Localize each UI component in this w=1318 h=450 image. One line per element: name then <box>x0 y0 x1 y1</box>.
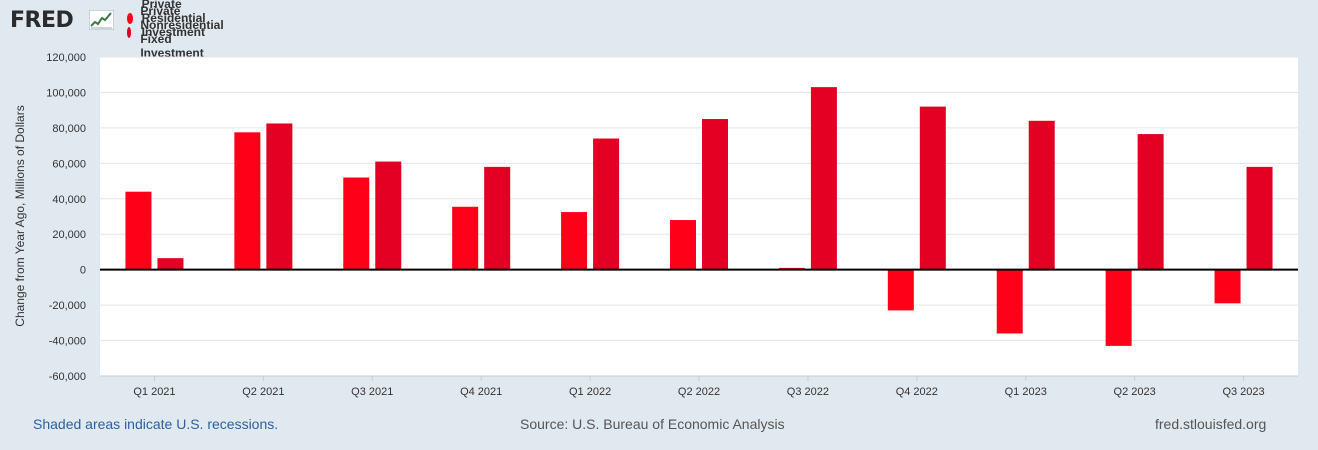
y-tick-label: 80,000 <box>52 123 86 135</box>
y-tick-label: 40,000 <box>52 194 86 206</box>
bar-nonresidential[interactable] <box>266 123 293 270</box>
x-tick-label: Q3 2021 <box>351 386 393 398</box>
y-tick-label: 100,000 <box>46 87 86 99</box>
y-tick-label: 0 <box>80 265 86 277</box>
bar-nonresidential[interactable] <box>1028 120 1055 270</box>
y-tick-label: 60,000 <box>52 158 86 170</box>
legend-label-residential: Private Residential Investment <box>141 0 206 39</box>
trend-line-icon <box>89 10 114 30</box>
legend-item-nonresidential[interactable]: Private Nonresidential Fixed Investment <box>127 4 230 60</box>
bar-nonresidential[interactable] <box>593 138 620 270</box>
y-axis-ticks: -60,000 -40,000 -20,000 0 20,000 40,000 60,000… <box>46 52 86 383</box>
x-tick-label: Q1 2022 <box>569 386 611 398</box>
x-tick-label: Q4 2022 <box>896 386 938 398</box>
legend-dot-nonresidential <box>127 26 132 38</box>
bar-residential[interactable] <box>343 177 370 270</box>
legend-item-residential[interactable]: Private Residential Investment <box>127 0 230 39</box>
y-axis-label: Change from Year Ago, Millions of Dollar… <box>13 105 27 326</box>
y-tick-label: 120,000 <box>46 52 86 64</box>
y-tick-label: -60,000 <box>49 371 86 383</box>
chart-area: -60,000 -40,000 -20,000 0 20,000 40,000 60,000… <box>0 46 1318 406</box>
bar-residential[interactable] <box>561 212 588 270</box>
fred-logo[interactable]: FRED <box>10 8 74 33</box>
x-tick-label: Q1 2021 <box>133 386 175 398</box>
x-axis-ticks: Q1 2021 Q2 2021 Q3 2021 Q4 2021 Q1 2022 Q2 20… <box>133 376 1265 398</box>
y-tick-label: -20,000 <box>49 300 86 312</box>
bar-residential[interactable] <box>670 220 696 270</box>
bar-nonresidential[interactable] <box>810 87 837 270</box>
bar-residential[interactable] <box>1214 269 1241 304</box>
bar-chart[interactable]: -60,000 -40,000 -20,000 0 20,000 40,000 60,000… <box>0 46 1318 406</box>
y-tick-label: 20,000 <box>52 229 86 241</box>
bar-nonresidential[interactable] <box>1137 134 1164 270</box>
bar-residential[interactable] <box>234 132 261 270</box>
plot-background <box>100 57 1298 376</box>
bar-nonresidential[interactable] <box>1246 166 1273 270</box>
recessions-note[interactable]: Shaded areas indicate U.S. recessions. <box>33 416 279 432</box>
bar-residential[interactable] <box>125 191 152 270</box>
bar-residential[interactable] <box>1105 269 1132 346</box>
bar-residential[interactable] <box>452 206 479 270</box>
bar-residential[interactable] <box>996 269 1023 334</box>
x-tick-label: Q1 2023 <box>1005 386 1047 398</box>
bar-residential[interactable] <box>887 269 914 311</box>
bar-nonresidential[interactable] <box>484 166 511 270</box>
x-tick-label: Q2 2021 <box>242 386 284 398</box>
legend-dot-residential <box>127 12 133 24</box>
site-link[interactable]: fred.stlouisfed.org <box>1155 416 1267 432</box>
x-tick-label: Q3 2022 <box>787 386 829 398</box>
x-tick-label: Q3 2023 <box>1222 386 1264 398</box>
x-tick-label: Q4 2021 <box>460 386 502 398</box>
x-tick-label: Q2 2022 <box>678 386 720 398</box>
bars <box>125 87 1273 346</box>
bar-nonresidential[interactable] <box>375 161 402 270</box>
chart-legend: Private Residential Investment Private N… <box>127 0 230 60</box>
y-tick-label: -40,000 <box>49 336 86 348</box>
bar-nonresidential[interactable] <box>157 258 184 270</box>
source-note: Source: U.S. Bureau of Economic Analysis <box>520 416 785 432</box>
x-tick-label: Q2 2023 <box>1114 386 1156 398</box>
bar-nonresidential[interactable] <box>919 106 946 270</box>
bar-nonresidential[interactable] <box>702 119 728 270</box>
